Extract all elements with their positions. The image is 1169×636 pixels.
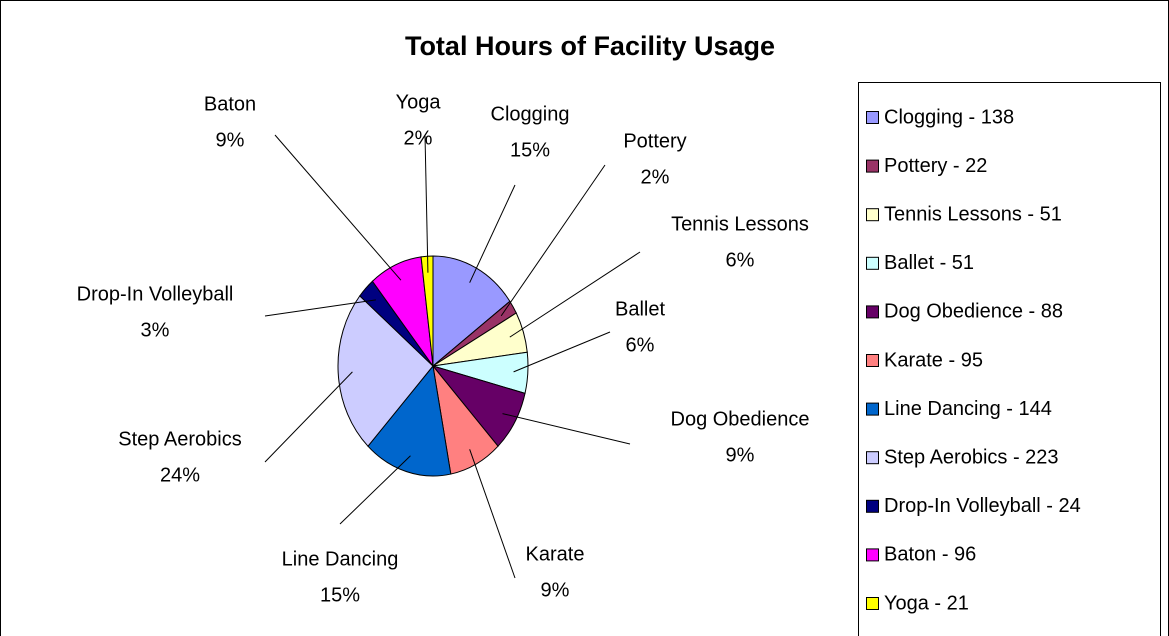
pie-slice (420, 255, 434, 367)
slice-label: Line Dancing (282, 548, 399, 570)
leader-line (500, 164, 606, 317)
slice-label: Yoga (396, 91, 442, 113)
slice-value-label: 3% (141, 319, 170, 341)
slice-label: Step Aerobics (118, 428, 241, 450)
slice-value-label: 6% (626, 334, 655, 356)
chart-title: Total Hours of Facility Usage (405, 31, 775, 61)
slice-value-label: 15% (320, 584, 360, 606)
leader-line (513, 331, 611, 373)
leader-line (264, 371, 353, 463)
slice-label: Ballet (615, 298, 665, 320)
legend-label: Line Dancing - 144 (884, 398, 1052, 420)
legend-label: Karate - 95 (884, 349, 983, 371)
slice-label: Dog Obedience (671, 408, 810, 430)
legend-swatch (866, 548, 879, 562)
pie-slice (337, 295, 434, 447)
legend-swatch (866, 402, 879, 416)
legend-label: Drop-In Volleyball - 24 (884, 495, 1081, 517)
legend-label: Yoga - 21 (884, 592, 969, 614)
legend-label: Ballet - 51 (884, 252, 974, 274)
leader-line (274, 134, 402, 281)
slice-value-label: 9% (216, 129, 245, 151)
slice-value-label: 2% (641, 166, 670, 188)
legend-box (858, 82, 1161, 636)
legend-label: Step Aerobics - 223 (884, 446, 1059, 468)
leader-line (509, 251, 641, 338)
leader-line (469, 449, 516, 579)
legend-label: Tennis Lessons - 51 (884, 203, 1062, 225)
slice-label: Karate (526, 543, 585, 565)
slice-value-label: 9% (726, 444, 755, 466)
slice-label: Drop-In Volleyball (77, 283, 234, 305)
slice-label: Tennis Lessons (671, 213, 809, 235)
slice-value-label: 2% (404, 127, 433, 149)
legend-swatch (866, 597, 879, 610)
slice-label: Clogging (491, 103, 570, 125)
leader-line (502, 413, 631, 445)
leader-line (339, 455, 411, 525)
legend-swatch (866, 305, 879, 319)
legend-swatch (866, 111, 879, 124)
legend-label: Dog Obedience - 88 (884, 301, 1063, 323)
slice-value-label: 9% (541, 579, 570, 601)
slice-value-label: 6% (726, 249, 755, 271)
legend-swatch (866, 451, 879, 465)
pie-slice (367, 364, 452, 477)
slice-value-label: 15% (510, 139, 550, 161)
leader-line (469, 184, 516, 283)
legend-swatch (866, 499, 879, 513)
legend-swatch (866, 208, 879, 222)
legend-swatch (866, 354, 879, 367)
legend-label: Pottery - 22 (884, 155, 987, 177)
legend-swatch (866, 256, 879, 270)
leader-line (264, 299, 376, 317)
legend-label: Baton - 96 (884, 544, 976, 566)
slice-label: Pottery (623, 130, 686, 152)
legend-swatch (866, 159, 879, 173)
slice-label: Baton (204, 93, 256, 115)
legend-label: Clogging - 138 (884, 106, 1014, 128)
slice-value-label: 24% (160, 464, 200, 486)
leader-line (424, 134, 429, 273)
